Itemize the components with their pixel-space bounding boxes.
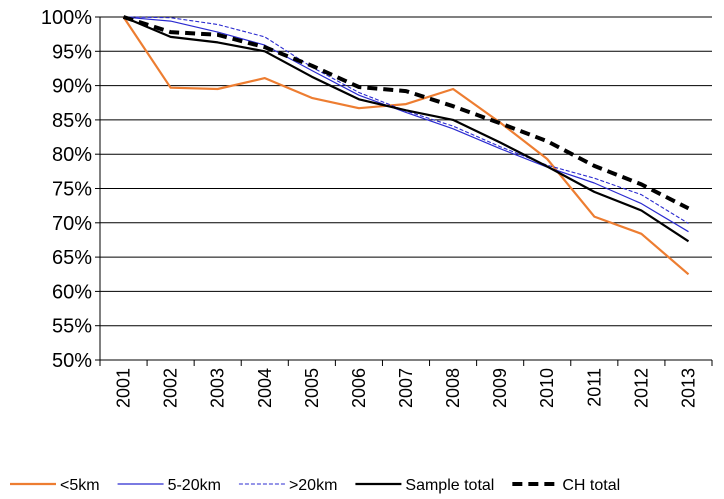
x-axis-ticks: 2001 2002 2003 2004 2005 2006 2007 2008 2009 2010… [99,360,713,408]
legend: <5km 5-20km >20km Sample total CH total [10,477,620,494]
series-line-4 [122,15,690,211]
legend-label: Sample total [405,477,494,494]
x-tick-label: 2011 [584,368,604,407]
x-tick-label: 2008 [443,368,463,408]
y-tick-label: 75% [52,179,92,201]
gridlines [100,16,712,361]
x-tick-label: 2004 [255,368,275,408]
x-tick-label: 2001 [114,368,134,408]
y-tick-label: 60% [52,281,92,303]
x-tick-label: 2006 [349,368,369,408]
series-line-3 [123,15,690,243]
x-tick-label: 2002 [161,368,181,408]
legend-label: <5km [60,477,100,494]
y-tick-label: 85% [52,110,92,132]
x-tick-label: 2005 [302,368,322,408]
legend-label: CH total [562,477,620,494]
x-tick-label: 2007 [396,368,416,408]
y-tick-label: 95% [52,41,92,63]
y-tick-label: 90% [52,76,92,98]
y-tick-label: 55% [52,316,92,338]
y-tick-label: 70% [52,213,92,235]
series-line-1 [123,16,689,233]
legend-label: >20km [289,477,337,494]
y-tick-label: 100% [41,7,92,29]
y-tick-label: 80% [52,144,92,166]
legend-label: 5-20km [168,477,221,494]
x-tick-label: 2013 [678,368,698,408]
x-tick-label: 2009 [490,368,510,408]
x-tick-label: 2012 [631,368,651,408]
series-lines [122,15,690,276]
series-line-0 [122,16,690,276]
y-axis-ticks: 50% 55% 60% 65% 70% 75% 80% 85% 90% 95% 100% [41,7,100,372]
x-tick-label: 2003 [208,368,228,408]
x-tick-label: 2010 [537,368,557,408]
y-tick-label: 50% [52,350,92,372]
y-tick-label: 65% [52,247,92,269]
